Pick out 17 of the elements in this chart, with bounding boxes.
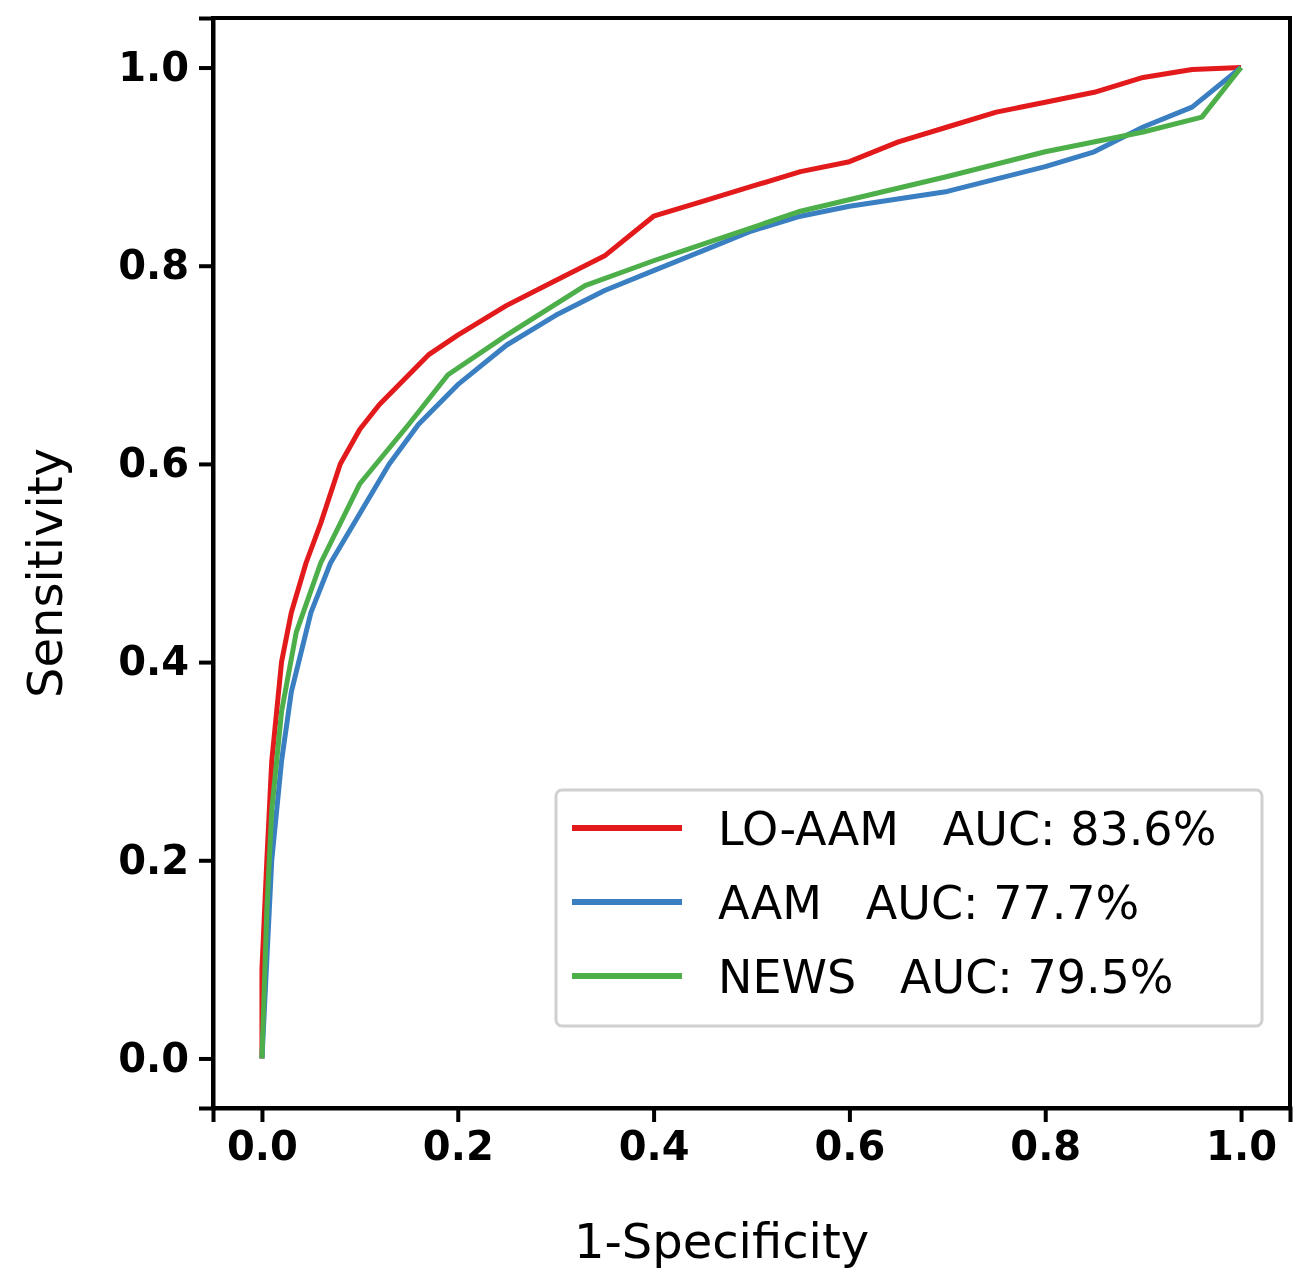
x-tick-label: 0.8 [1010, 1123, 1082, 1170]
y-axis-title: Sensitivity [17, 448, 73, 698]
y-tick-label: 0.4 [118, 638, 189, 685]
x-tick-label: 0.0 [227, 1123, 298, 1170]
y-tick-label: 0.6 [118, 440, 189, 487]
y-tick-label: 0.2 [118, 836, 189, 883]
x-tick-label: 0.6 [814, 1123, 886, 1170]
legend-label: AAM AUC: 77.7% [718, 876, 1140, 930]
legend-label: LO-AAM AUC: 83.6% [718, 802, 1217, 856]
x-axis-title: 1-Specificity [573, 1213, 870, 1269]
x-tick-label: 0.4 [618, 1123, 690, 1170]
y-tick-label: 0.0 [118, 1034, 189, 1081]
y-tick-label: 0.8 [118, 242, 189, 289]
x-tick-label: 0.2 [422, 1123, 494, 1170]
y-tick-label: 1.0 [118, 43, 189, 90]
x-tick-label: 1.0 [1206, 1123, 1277, 1170]
legend-label: NEWS AUC: 79.5% [718, 950, 1174, 1004]
